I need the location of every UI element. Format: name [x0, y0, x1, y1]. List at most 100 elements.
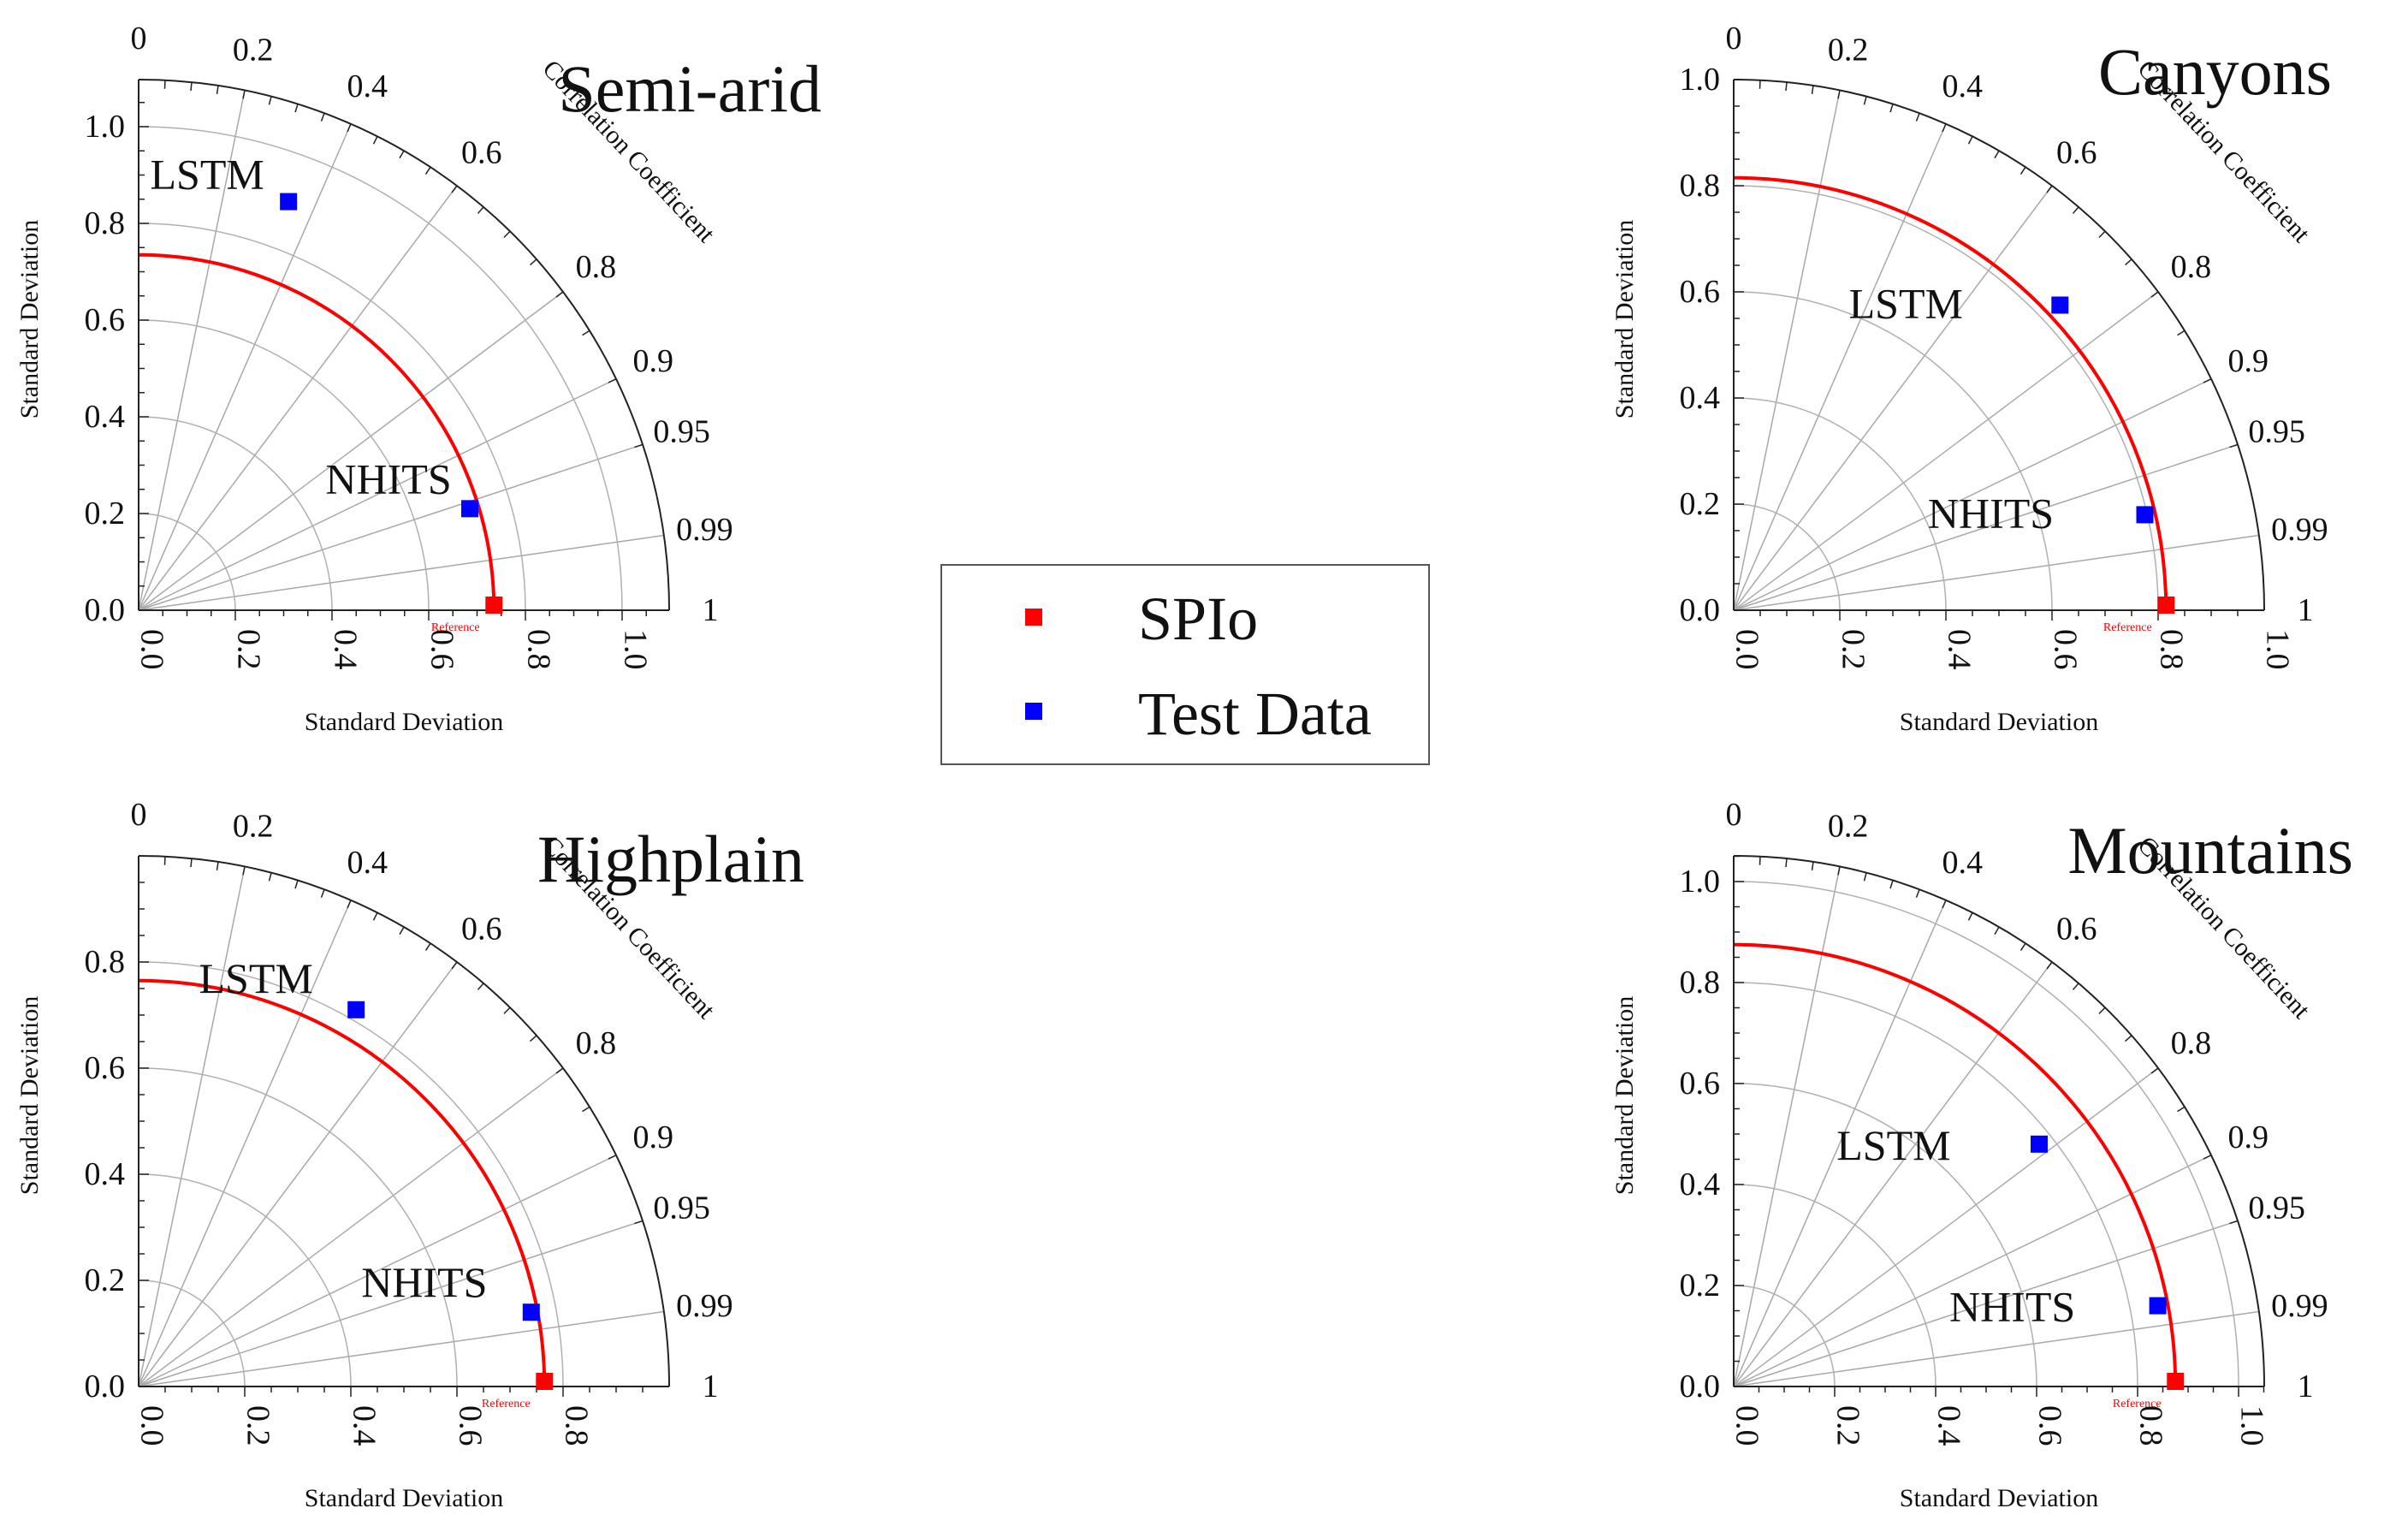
point-label-lstm: LSTM [1849, 280, 1963, 328]
corr-label: 0.99 [2271, 1288, 2328, 1324]
corr-tick-mark [530, 258, 537, 266]
corr-spoke-0-95 [1733, 443, 2239, 611]
panels-group: 0.0 0.2 0.4 0.6 0.8 1.00.00.20.40.60.81.00 0.2… [15, 21, 2353, 1512]
corr-spoke-0-8 [138, 291, 564, 611]
y-axis-title: Standard Deviation [1610, 996, 1639, 1195]
corr-tick-mark [451, 185, 458, 193]
y-tick-label: 0.8 [1680, 965, 1721, 1001]
corr-tick-mark [1994, 150, 2000, 159]
point-label-lstm: LSTM [199, 954, 313, 1002]
corr-label: 0.2 [1828, 808, 1869, 844]
corr-tick-mark [2229, 443, 2239, 448]
corr-tick-mark [347, 123, 352, 133]
corr-tick-mark [2150, 1067, 2159, 1074]
corr-tick-mark [634, 443, 644, 448]
corr-label: 0 [1726, 797, 1742, 833]
corr-tick-mark [320, 112, 325, 122]
corr-tick-mark [163, 856, 166, 865]
y-tick-label: 1.0 [85, 109, 126, 145]
legend-label-spio: SPIo [1138, 585, 1258, 653]
point-label-nhits: NHITS [1928, 489, 2054, 537]
panel-mountains: 0.0 0.2 0.4 0.6 0.8 1.00.00.20.40.60.81.00 0.2… [1610, 797, 2353, 1512]
reference-arc [138, 978, 547, 1387]
corr-tick-mark [2072, 983, 2079, 990]
sd-grid-arc [138, 1280, 246, 1387]
corr-spoke-0-6 [138, 961, 458, 1387]
outer-arc [138, 855, 670, 1387]
corr-spoke-0-2 [138, 866, 246, 1387]
corr-tick-mark [477, 983, 484, 990]
corr-tick-mark [503, 1006, 511, 1014]
corr-spoke-0-4 [138, 900, 352, 1387]
corr-label: 0.95 [653, 1190, 710, 1226]
corr-label: 1 [703, 1369, 719, 1404]
corr-tick-mark [1811, 85, 1814, 95]
corr-spoke-0-6 [138, 185, 458, 611]
panel-highplain: 0.0 0.2 0.4 0.6 0.8 0.0 0.2 0.4 0.6 0.8 0 0.2 0.4 0.6… [15, 797, 804, 1512]
reference-label: Reference [2113, 1398, 2162, 1410]
corr-label: 0.6 [2056, 911, 2097, 947]
x-tick-label: 0.4 [1931, 1405, 1966, 1446]
corr-tick-mark [163, 80, 166, 89]
sd-grid-arc [138, 126, 623, 611]
y-tick-label: 0.4 [85, 399, 126, 435]
legend: SPIo Test Data [940, 564, 1430, 765]
y-tick-label: 0.4 [85, 1156, 126, 1192]
corr-tick-mark [268, 872, 272, 882]
corr-label: 0.6 [461, 135, 502, 171]
sd-grid-arc [138, 1067, 458, 1387]
corr-tick-mark [2098, 230, 2106, 238]
corr-spoke-0-99 [138, 534, 664, 611]
corr-tick-mark [2177, 330, 2186, 336]
corr-tick-mark [1863, 96, 1867, 105]
corr-label: 0.9 [632, 1119, 673, 1155]
point-label-nhits: NHITS [361, 1258, 487, 1306]
y-tick-label: 0.2 [1680, 486, 1721, 522]
reference-arc [138, 252, 496, 611]
corr-tick-mark [555, 291, 564, 298]
x-axis-title: Standard Deviation [1900, 708, 2098, 736]
panel-title: Canyons [2098, 34, 2332, 109]
corr-spoke-0-95 [138, 443, 644, 611]
y-tick-label: 0.6 [1680, 1066, 1721, 1101]
corr-spoke-0-8 [1733, 291, 2159, 611]
x-tick-label: 0.4 [346, 1405, 382, 1446]
corr-label: 0.8 [2171, 249, 2212, 285]
corr-label: 0.8 [576, 1025, 617, 1061]
legend-swatch-test-data [1025, 703, 1042, 720]
y-tick-label: 0.2 [85, 1262, 126, 1298]
corr-tick-mark [582, 330, 590, 336]
x-tick-label: 0.0 [1729, 1405, 1764, 1446]
corr-tick-mark [2203, 378, 2212, 383]
corr-tick-mark [1994, 926, 2000, 935]
point-lstm [347, 1001, 365, 1018]
sd-grid-arc [138, 416, 333, 611]
corr-tick-mark [1837, 90, 1841, 99]
point-label-nhits: NHITS [325, 454, 451, 502]
x-axis-title: Standard Deviation [305, 1484, 503, 1512]
corr-label: 0 [131, 21, 147, 56]
y-tick-label: 0.8 [1680, 168, 1721, 204]
reference-label: Reference [431, 621, 480, 634]
corr-tick-mark [608, 1155, 617, 1160]
corr-tick-mark [530, 1035, 537, 1042]
corr-tick-mark [1915, 888, 1920, 898]
corr-tick-mark [608, 378, 617, 383]
corr-tick-mark [2020, 942, 2026, 951]
sd-grid-arc [1733, 1184, 1936, 1387]
sd-grid-arc [1733, 1083, 2037, 1387]
sd-grid-arc [1733, 185, 2159, 611]
corr-tick-mark [2177, 1106, 2186, 1113]
x-tick-label: 0.6 [452, 1405, 488, 1446]
point-label-nhits: NHITS [1949, 1283, 2075, 1331]
corr-label: 0.6 [2056, 135, 2097, 171]
corr-label: 0.95 [2248, 413, 2305, 449]
corr-tick-mark [347, 900, 352, 909]
x-tick-label: 0.2 [240, 1405, 276, 1446]
corr-label: 0.9 [2227, 343, 2269, 379]
corr-tick-mark [216, 861, 219, 871]
corr-label: 0.9 [2227, 1119, 2269, 1155]
corr-tick-mark [555, 1067, 564, 1074]
corr-tick-mark [2020, 166, 2026, 175]
corr-tick-mark [1837, 866, 1841, 876]
